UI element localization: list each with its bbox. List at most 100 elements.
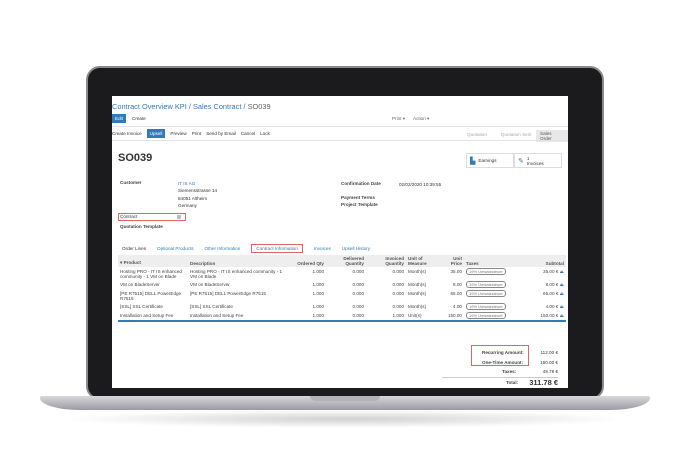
- confirmation-date-label: Confirmation Date: [341, 181, 381, 186]
- table-row[interactable]: Installation and Setup Fee Installation a…: [118, 311, 566, 321]
- cell: 65.00: [450, 290, 463, 296]
- col-price[interactable]: Unit Price: [442, 255, 464, 267]
- tax-tag: 19% Umsatzsteuer: [466, 302, 506, 310]
- table-row[interactable]: Hosting PRO - IT IS enhanced community -…: [118, 267, 566, 280]
- action-dropdown[interactable]: Action ▾: [413, 116, 430, 121]
- project-template-label: Project Template: [341, 202, 378, 207]
- lock-button[interactable]: Lock: [260, 131, 270, 136]
- col-subtotal[interactable]: Subtotal: [508, 255, 566, 267]
- breadcrumb-item[interactable]: Sales Contract: [192, 102, 242, 111]
- table-cell: 19% Umsatzsteuer: [464, 302, 508, 311]
- table-cell: 19% Umsatzsteuer: [464, 267, 508, 280]
- create-button[interactable]: Create: [132, 116, 146, 121]
- cell: 0.000: [352, 312, 365, 318]
- cell: 0.000: [392, 303, 405, 309]
- tab-upsell-history[interactable]: Upsell History: [341, 246, 371, 251]
- cell: 1.000: [312, 268, 325, 274]
- table-cell: VM on BladeServer: [188, 280, 288, 289]
- tab-order-lines[interactable]: Order Lines: [122, 246, 147, 251]
- tab-optional-products[interactable]: Optional Products: [157, 246, 194, 251]
- customer-link[interactable]: IT IS AG: [178, 181, 196, 186]
- cell: Installation and Setup Fee: [120, 312, 174, 318]
- cell: 0.000: [392, 281, 405, 287]
- table-cell: 8.00: [442, 280, 464, 289]
- cell: 1.000: [392, 312, 405, 318]
- print-button[interactable]: Print: [191, 131, 202, 136]
- tab-invoices[interactable]: Invoices: [313, 246, 331, 251]
- tax-tag: 19% Umsatzsteuer: [466, 311, 506, 319]
- amount-highlight: [471, 345, 529, 366]
- table-cell: 0.000: [326, 280, 366, 289]
- laptop-base: [40, 396, 650, 410]
- earnings-button[interactable]: ▙ Earnings: [466, 153, 514, 168]
- cell: 8.00 €: [545, 281, 559, 287]
- cell: Installation and Setup Fee: [190, 312, 244, 318]
- upsell-button[interactable]: Upsell: [146, 129, 166, 138]
- col-product[interactable]: ▾ Product: [118, 255, 188, 267]
- table-cell: 65.00 € ⏏: [508, 289, 566, 302]
- table-cell: [PE R7515] DELL PowerEdge R7515: [188, 289, 288, 302]
- print-dropdown[interactable]: Print ▾: [392, 116, 406, 121]
- breadcrumb: Contract Overview KPI / Sales Contract /…: [112, 102, 271, 111]
- upsell-icon[interactable]: ⏏: [558, 268, 564, 274]
- cell: [PE R7515] DELL PowerEdge R7515: [190, 290, 266, 296]
- cell: 0.000: [392, 290, 405, 296]
- table-cell: [SSL] SSL Certificate: [188, 302, 288, 311]
- upsell-icon[interactable]: ⏏: [558, 281, 564, 287]
- table-cell: 19% Umsatzsteuer: [464, 280, 508, 289]
- table-cell: 0.000: [326, 289, 366, 302]
- create-invoice-button[interactable]: Create Invoice: [112, 131, 142, 136]
- table-cell: 0.000: [366, 280, 406, 289]
- table-row[interactable]: [PE R7515] DELL PowerEdge R7515 [PE R7515…: [118, 289, 566, 302]
- invoices-button[interactable]: ✎ 1 Invoices: [514, 153, 562, 168]
- tab-contract-information[interactable]: Contract Information: [251, 244, 303, 253]
- upsell-icon[interactable]: ⏏: [558, 303, 564, 309]
- cell: 1.000: [312, 303, 325, 309]
- table-cell: VM on BladeServer: [118, 280, 188, 289]
- total-amount: 311.78 €: [529, 377, 558, 387]
- preview-button[interactable]: Preview: [170, 131, 187, 136]
- stage-quotation[interactable]: Quotation: [467, 132, 487, 137]
- table-cell: 1.000: [288, 267, 326, 280]
- col-invoiced[interactable]: Invoiced Quantity: [366, 255, 406, 267]
- table-cell: Month(s): [406, 302, 442, 311]
- cell: 150.00: [447, 312, 462, 318]
- col-taxes[interactable]: Taxes: [464, 255, 508, 267]
- cell: [PE R7515] DELL PowerEdge R7515: [120, 290, 182, 301]
- contract-checkbox[interactable]: [177, 215, 181, 219]
- customer-label: Customer: [120, 180, 142, 185]
- edit-icon: ✎: [518, 157, 524, 165]
- table-cell: 4.00 € ⏏: [508, 302, 566, 311]
- cell: Hosting PRO - IT IS enhanced community -…: [120, 268, 182, 279]
- cell: VM on BladeServer: [190, 281, 230, 287]
- upsell-icon[interactable]: ⏏: [558, 290, 564, 296]
- tax-tag: 19% Umsatzsteuer: [466, 267, 506, 275]
- table-row[interactable]: VM on BladeServer VM on BladeServer 1.000 0…: [118, 280, 566, 289]
- quotation-template-label: Quotation Template: [120, 224, 163, 229]
- cell: Unit(s): [408, 312, 422, 318]
- col-delivered[interactable]: Delivered Quantity: [326, 255, 366, 267]
- send-email-button[interactable]: Send by Email: [206, 131, 236, 136]
- stage-quotation-sent[interactable]: Quotation Sent: [500, 132, 532, 137]
- order-lines-table: ▾ Product Description Ordered Qty Delive…: [118, 255, 566, 322]
- edit-button[interactable]: Edit: [112, 114, 126, 123]
- upsell-icon[interactable]: ⏏: [558, 312, 564, 318]
- stage-sales-order[interactable]: Sales Order: [536, 130, 568, 142]
- table-cell: Month(s): [406, 280, 442, 289]
- col-ordered[interactable]: Ordered Qty: [288, 255, 326, 267]
- table-cell: 150.00: [442, 311, 464, 321]
- laptop-notch: [310, 396, 380, 401]
- breadcrumb-item[interactable]: Contract Overview KPI: [112, 102, 187, 111]
- cancel-button[interactable]: Cancel: [240, 131, 256, 136]
- tab-other-information[interactable]: Other Information: [204, 246, 241, 251]
- table-cell: Hosting PRO - IT IS enhanced community -…: [188, 267, 288, 280]
- table-cell: Unit(s): [406, 311, 442, 321]
- cell: 150.00 €: [540, 312, 559, 318]
- cell: 8.00: [453, 281, 462, 287]
- table-row[interactable]: [SSL] SSL Certificate [SSL] SSL Certifica…: [118, 302, 566, 311]
- col-description[interactable]: Description: [188, 255, 288, 267]
- table-cell: 19% Umsatzsteuer: [464, 289, 508, 302]
- table-cell: 1.000: [288, 311, 326, 321]
- status-bar: Quotation Quotation Sent: [467, 132, 532, 137]
- col-uom[interactable]: Unit of Measure: [406, 255, 442, 267]
